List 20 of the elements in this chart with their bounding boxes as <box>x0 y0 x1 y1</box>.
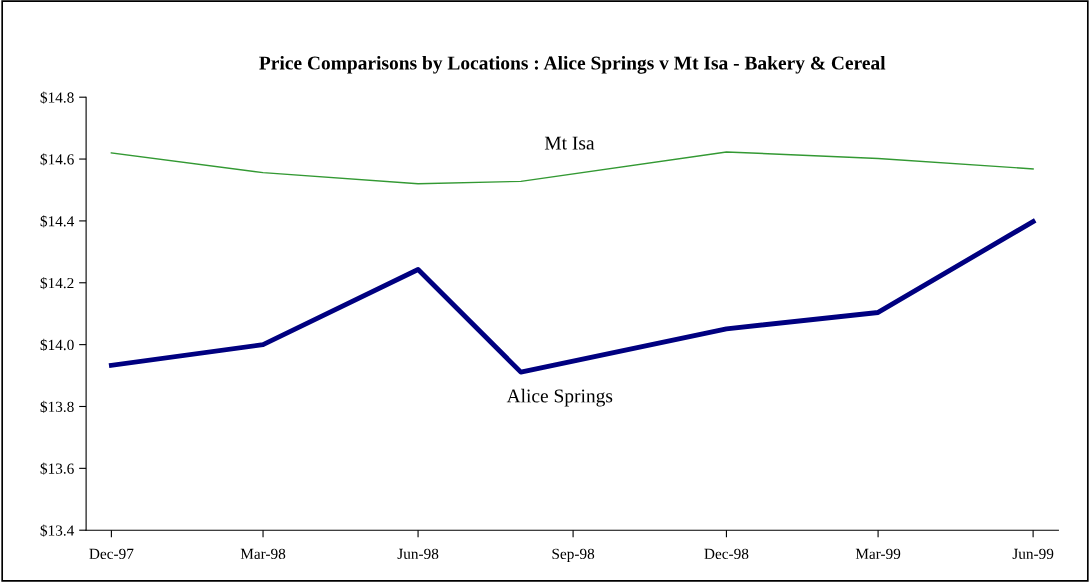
y-tick-label: $14.2 <box>40 277 74 290</box>
chart-title: Price Comparisons by Locations : Alice Springs v Mt Isa - Bakery & Cereal <box>259 55 886 74</box>
y-tick-label: $14.8 <box>40 91 74 104</box>
y-tick-label: $14.4 <box>40 215 75 228</box>
line-series <box>108 219 1036 375</box>
x-tick-label: Jun-98 <box>397 548 439 560</box>
x-tick-label: Dec-97 <box>89 548 134 560</box>
y-tick-label: $13.6 <box>40 462 74 475</box>
series-label: Mt Isa <box>544 136 595 150</box>
x-tick-label: Mar-99 <box>855 548 901 560</box>
line-series <box>110 151 1034 185</box>
y-tick-label: $14.6 <box>40 153 74 166</box>
x-tick-label: Dec-98 <box>704 548 749 560</box>
y-tick-label: $14.0 <box>40 338 74 352</box>
x-tick-label: Sep-98 <box>552 548 595 563</box>
y-tick-label: $13.4 <box>40 524 75 537</box>
series-label: Alice Springs <box>506 388 613 407</box>
y-tick-label: $13.8 <box>40 400 74 413</box>
x-tick-label: Jun-99 <box>1012 548 1054 560</box>
x-tick-label: Mar-98 <box>240 548 286 560</box>
